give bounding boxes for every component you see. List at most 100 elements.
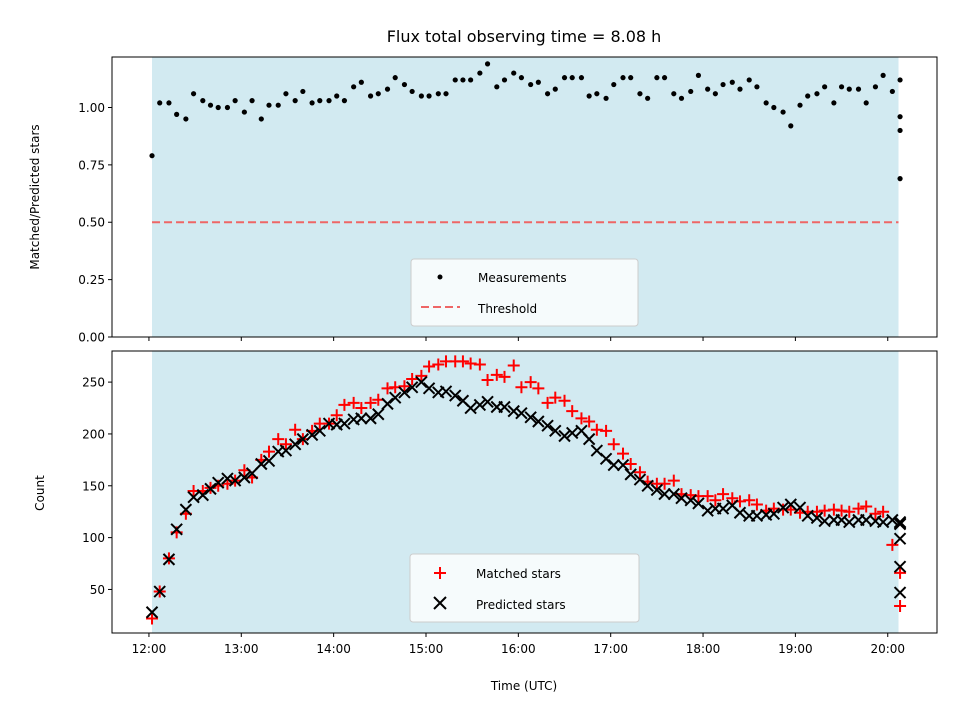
matched-point [843,505,856,518]
measurement-point [241,109,247,115]
matched-point [456,355,469,368]
measurement-point [569,75,575,81]
predicted-point [255,457,268,471]
measurement-point [275,102,281,108]
matched-point [583,415,596,428]
measurement-point [309,100,315,106]
measurement-point [705,86,711,92]
matched-point [423,360,436,373]
x-tick-label: 12:00 [132,642,167,656]
matched-point [330,409,343,422]
matched-point [549,391,562,404]
matched-point [473,358,486,371]
matched-point [617,447,630,460]
measurement-point [880,72,886,78]
y-tick-label: 150 [82,479,105,493]
predicted-point [355,412,368,425]
measurement-point [494,84,500,90]
measurement-point [174,111,180,117]
predicted-point [398,386,411,399]
measurement-point [838,84,845,90]
count-y-axis-label: Count [33,475,47,511]
measurement-point [334,93,340,99]
measurement-point [586,93,592,99]
measurement-point [620,75,626,81]
measurement-point [224,104,231,111]
legend-measurements: Measurements [478,271,567,285]
predicted-point [170,523,183,536]
matched-point [279,438,292,451]
predicted-point [843,515,856,529]
predicted-point [801,509,814,523]
predicted-point [262,454,276,468]
predicted-stars-series [145,375,907,619]
matched-point [272,433,285,446]
measurement-point [788,123,794,129]
predicted-point [204,482,217,496]
measurement-point [452,77,458,83]
matched-point [852,502,865,515]
matched-point [894,566,907,579]
measurement-point [889,88,895,95]
matched-point [364,396,377,409]
predicted-point [767,507,781,520]
matched-point [289,423,302,436]
matched-point [607,438,620,451]
x-tick-label: 18:00 [686,642,721,656]
measurement-point [863,100,869,106]
predicted-point [481,395,494,409]
predicted-point [288,438,302,451]
predicted-point [599,452,613,466]
matched-point [750,498,763,511]
predicted-point [524,411,537,424]
predicted-point [810,511,824,525]
matched-point [600,424,613,437]
chart-title: Flux total observing time = 8.08 h [387,27,662,46]
x-tick-label: 13:00 [224,642,259,656]
predicted-point [835,513,848,527]
predicted-point [566,426,579,440]
measurement-point [484,61,491,67]
measurement-point [409,88,415,95]
matched-point [877,505,890,518]
measurement-point [763,100,769,106]
measurement-point [729,79,735,85]
y-tick-label: 0.75 [78,158,105,172]
matched-point [860,500,873,513]
measurement-point [544,91,551,97]
predicted-point [238,471,251,484]
measurement-point [300,88,306,95]
predicted-point [473,398,487,412]
predicted-point [507,404,520,418]
predicted-point [886,513,899,527]
predicted-point [305,428,319,442]
measurement-point [418,93,424,99]
measurement-point [897,127,903,134]
measurement-point [351,84,357,90]
ratio-legend: Measurements Threshold [410,258,639,327]
measurement-point [645,95,651,101]
predicted-point [893,516,907,530]
predicted-point [733,506,747,519]
y-tick-label: 0.50 [78,216,105,230]
matched-point [818,504,831,517]
count-legend: Matched stars Predicted stars [409,553,640,623]
predicted-point [464,401,477,415]
matched-point [262,445,275,458]
predicted-point [667,487,681,501]
predicted-point [296,432,310,446]
measurement-point [375,91,381,97]
ratio-y-axis-label: Matched/Predicted stars [28,124,42,269]
predicted-point [381,397,394,411]
predicted-point [675,492,688,505]
measurement-point [157,100,163,106]
measurement-point [358,79,364,85]
matched-point [406,372,419,385]
measurement-point [200,98,206,104]
matched-point [886,538,899,551]
matched-point [566,405,579,418]
predicted-point [784,498,797,511]
ratio-axes-frame [111,56,938,338]
measurement-point [367,93,374,99]
predicted-point [650,483,664,497]
